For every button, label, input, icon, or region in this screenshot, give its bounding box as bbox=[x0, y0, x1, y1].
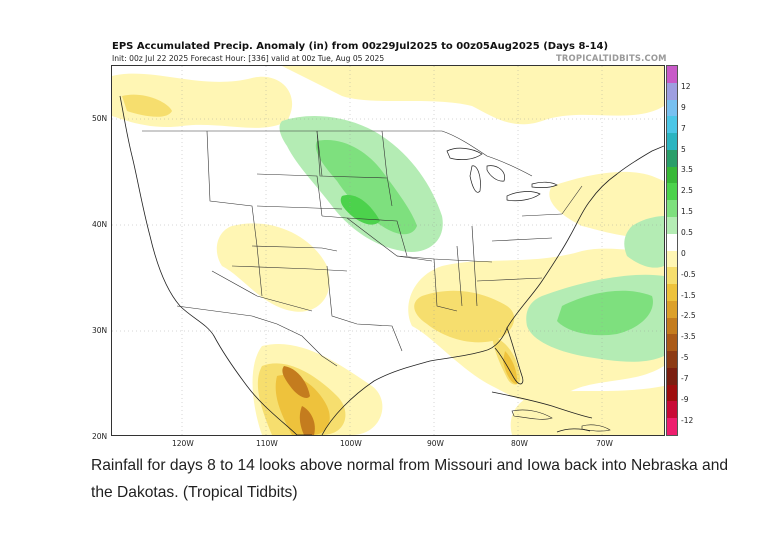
colorbar-segment bbox=[667, 401, 677, 419]
graticule bbox=[112, 66, 664, 435]
caribbean-islands bbox=[511, 409, 611, 432]
lat-label-20n: 20N bbox=[92, 432, 108, 441]
colorbar-segment bbox=[667, 200, 677, 218]
dry-anomaly-light bbox=[112, 66, 664, 435]
colorbar-segment bbox=[667, 284, 677, 302]
colorbar-segment bbox=[667, 418, 677, 436]
colorbar-segment bbox=[667, 216, 677, 235]
colorbar-segment bbox=[667, 233, 677, 251]
lon-label-100w: 100W bbox=[340, 439, 362, 448]
map-frame bbox=[111, 65, 665, 436]
colorbar-label: -2.5 bbox=[681, 311, 696, 321]
colorbar-label: 2.5 bbox=[681, 186, 693, 196]
colorbar-label: 0 bbox=[681, 248, 686, 258]
colorbar-segment bbox=[667, 66, 677, 84]
colorbar-segment bbox=[667, 133, 677, 151]
borders bbox=[142, 130, 583, 367]
caption: Rainfall for days 8 to 14 looks above no… bbox=[91, 457, 729, 501]
colorbar-label: -0.5 bbox=[681, 269, 696, 279]
anomaly-map bbox=[112, 66, 664, 435]
colorbar-label: 1.5 bbox=[681, 207, 693, 217]
colorbar-segment bbox=[667, 351, 677, 369]
colorbar-label: -7 bbox=[681, 373, 689, 383]
colorbar-segment bbox=[667, 300, 677, 319]
map-title: EPS Accumulated Precip. Anomaly (in) fro… bbox=[112, 41, 609, 52]
colorbar-label: -1.5 bbox=[681, 290, 696, 300]
colorbar-label: -12 bbox=[681, 415, 694, 425]
dry-anomaly-strong bbox=[275, 351, 518, 435]
lon-label-90w: 90W bbox=[427, 439, 444, 448]
colorbar-segment bbox=[667, 166, 677, 184]
lon-label-120w: 120W bbox=[172, 439, 194, 448]
colorbar-segment bbox=[667, 267, 677, 285]
colorbar-segment bbox=[667, 149, 677, 168]
lon-label-80w: 80W bbox=[511, 439, 528, 448]
colorbar-segment bbox=[667, 99, 677, 117]
lat-label-40n: 40N bbox=[92, 220, 108, 229]
colorbar-segment bbox=[667, 334, 677, 352]
wet-anomaly-medium bbox=[315, 140, 653, 336]
wet-anomaly-strong bbox=[340, 195, 380, 225]
colorbar-label: 0.5 bbox=[681, 227, 693, 237]
dry-anomaly-very-strong bbox=[282, 366, 315, 435]
colorbar-segment bbox=[667, 250, 677, 268]
colorbar-label: 5 bbox=[681, 144, 686, 154]
lat-label-30n: 30N bbox=[92, 326, 108, 335]
colorbar-segment bbox=[667, 384, 677, 402]
colorbar-segment bbox=[667, 82, 677, 101]
colorbar-segment bbox=[667, 317, 677, 335]
map-subtitle: Init: 00z Jul 22 2025 Forecast Hour: [33… bbox=[112, 54, 385, 63]
map-credit: TROPICALTIDBITS.COM bbox=[556, 53, 667, 63]
colorbar-segment bbox=[667, 183, 677, 201]
lon-label-70w: 70W bbox=[596, 439, 613, 448]
colorbar-label: 9 bbox=[681, 102, 686, 112]
colorbar-segment bbox=[667, 367, 677, 386]
colorbar-label: 3.5 bbox=[681, 165, 693, 175]
great-lakes bbox=[446, 147, 558, 202]
colorbar-label: -5 bbox=[681, 353, 689, 363]
colorbar-label: 12 bbox=[681, 82, 691, 91]
colorbar-label: 7 bbox=[681, 123, 686, 133]
colorbar-label: -3.5 bbox=[681, 332, 696, 342]
colorbar-segment bbox=[667, 116, 677, 134]
colorbar-label: -9 bbox=[681, 394, 689, 404]
lon-label-110w: 110W bbox=[256, 439, 278, 448]
coastlines bbox=[119, 95, 664, 435]
colorbar bbox=[666, 65, 678, 436]
lat-label-50n: 50N bbox=[92, 114, 108, 123]
